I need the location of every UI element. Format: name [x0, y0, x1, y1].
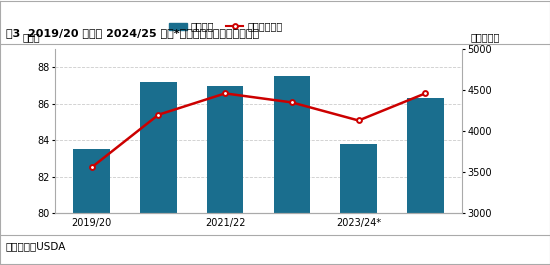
Bar	[273, 76, 310, 265]
Bar	[73, 149, 110, 265]
Text: 百万蒲式耳: 百万蒲式耳	[470, 32, 499, 42]
Bar	[140, 82, 177, 265]
Bar	[407, 98, 444, 265]
Text: 图3  2019/20 年度至 2024/25 年度*美豆种植面积与产量走势图: 图3 2019/20 年度至 2024/25 年度*美豆种植面积与产量走势图	[6, 28, 258, 38]
Legend: 种植面积, 产量（右轴）: 种植面积, 产量（右轴）	[166, 18, 287, 36]
Bar	[207, 86, 244, 265]
Text: 百万亩: 百万亩	[23, 32, 40, 42]
Bar	[340, 144, 377, 265]
Text: 数据来源：USDA: 数据来源：USDA	[6, 241, 66, 251]
